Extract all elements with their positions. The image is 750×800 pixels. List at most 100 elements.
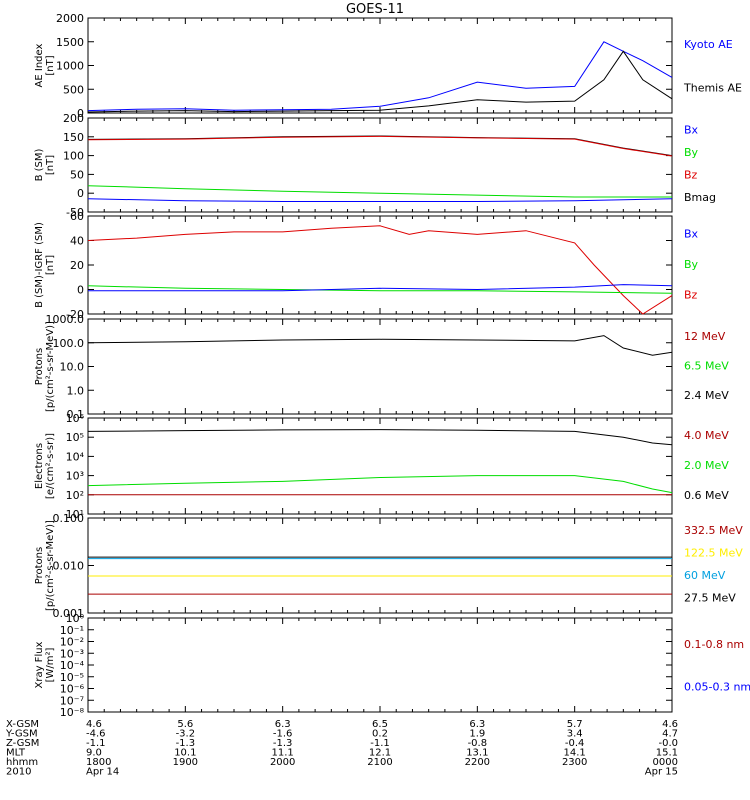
- y-tick-label: 10¹: [66, 508, 84, 521]
- y-axis-label: [p/(cm²-s-sr-MeV)]: [45, 321, 56, 412]
- series-line: [87, 225, 673, 315]
- footer-cell: 15.1: [656, 748, 678, 759]
- y-tick-label: 20: [70, 259, 84, 272]
- y-axis-label: Electrons: [34, 443, 45, 489]
- panel-ae: 0 500 1000 1500 2000 AE Index [nT] Kyoto AE Them…: [34, 12, 742, 120]
- footer-row-label: Z-GSM: [6, 738, 39, 749]
- y-tick-label: -20: [66, 308, 84, 321]
- legend-entry: 2.4 MeV: [684, 389, 729, 402]
- y-tick-label: 150: [63, 131, 84, 144]
- series-line: [87, 198, 673, 202]
- y-tick-label: 10⁵: [66, 431, 84, 444]
- footer-cell: 3.4: [567, 729, 583, 740]
- y-tick-label: 0.100: [53, 512, 85, 525]
- footer-cell: -4.6: [86, 729, 106, 740]
- y-tick-label: 50: [70, 168, 84, 181]
- footer-cell: 1800: [86, 757, 111, 768]
- footer-cell: 6.3: [469, 719, 485, 730]
- y-axis-label: [nT]: [45, 255, 56, 275]
- footer-cell: 2000: [270, 757, 295, 768]
- plot-title: GOES-11: [345, 2, 404, 17]
- y-tick-label: 10³: [66, 470, 84, 483]
- y-tick-label: 2000: [56, 12, 84, 25]
- y-tick-label: 10⁰: [66, 612, 85, 625]
- footer-row-label: Y-GSM: [5, 729, 38, 740]
- footer-cell: 12.1: [369, 748, 391, 759]
- y-tick-label: 10⁶: [66, 412, 85, 425]
- y-tick-label: 0: [77, 284, 84, 297]
- footer-cell: -0.8: [468, 738, 488, 749]
- y-axis-label: [e/(cm²-s-sr)]: [45, 433, 56, 499]
- legend-entry: Themis AE: [683, 81, 742, 94]
- series-line: [87, 335, 673, 356]
- y-tick-label: 1.0: [67, 384, 85, 397]
- y-tick-label: 10⁴: [66, 450, 85, 463]
- footer-cell: 6.3: [275, 719, 291, 730]
- footer-cell: 0000: [653, 757, 678, 768]
- footer-row-label: X-GSM: [6, 719, 39, 730]
- legend-entry: 60 MeV: [684, 569, 726, 582]
- panel-b_sm: -50 0 50 100 150 200 B (SM) [nT] Bx By Bz Bmag: [34, 112, 716, 219]
- footer-cell: -0.0: [658, 738, 678, 749]
- legend-entry: Bx: [684, 124, 699, 137]
- series-line: [87, 429, 673, 446]
- footer-cell: 9.0: [86, 748, 102, 759]
- panel-frame: [87, 517, 673, 614]
- legend-entry: 122.5 MeV: [684, 546, 743, 559]
- legend-entry: 4.0 MeV: [684, 429, 729, 442]
- legend-entry: Bz: [684, 168, 698, 181]
- y-axis-label: B (SM): [34, 148, 45, 181]
- footer-cell: 2200: [465, 757, 490, 768]
- y-tick-label: 0: [77, 107, 84, 120]
- y-tick-label: 10⁻⁵: [60, 671, 84, 684]
- panel-b_minus_igrf: -20 0 20 40 60 B (SM)-IGRF (SM) [nT] Bx By Bz: [34, 210, 699, 321]
- panel-frame: [87, 117, 673, 213]
- footer-cell: -1.3: [273, 738, 293, 749]
- footer-row-label: MLT: [6, 748, 26, 759]
- series-line: [88, 284, 673, 292]
- panel-electrons: 10¹ 10² 10³ 10⁴ 10⁵ 10⁶ Electrons [e/(cm²-s-sr)…: [34, 412, 729, 521]
- series-line: [87, 41, 673, 112]
- y-tick-label: 0.010: [53, 560, 85, 573]
- footer-cell: -3.2: [176, 729, 196, 740]
- y-tick-label: -50: [66, 206, 84, 219]
- legend-entry: 0.6 MeV: [684, 489, 729, 502]
- legend-entry: 2.0 MeV: [684, 459, 729, 472]
- footer-cell: -1.3: [176, 738, 196, 749]
- y-axis-label: [W/m²]: [45, 647, 56, 682]
- footer-cell: Apr 15: [645, 767, 678, 778]
- y-tick-label: 1000: [56, 60, 84, 73]
- y-tick-label: 40: [70, 235, 84, 248]
- y-axis-label: B (SM)-IGRF (SM): [34, 222, 45, 308]
- legend-entry: By: [684, 258, 699, 271]
- y-axis-label: Protons: [34, 547, 45, 584]
- footer-row-label: 2010: [6, 767, 31, 778]
- panel-frame: [87, 215, 673, 315]
- y-axis-label: AE Index: [34, 43, 45, 87]
- y-tick-label: 10⁻⁴: [60, 659, 85, 672]
- y-tick-label: 10⁻⁶: [60, 683, 85, 696]
- footer-cell: 1900: [173, 757, 198, 768]
- panel-frame: [87, 17, 673, 114]
- legend-entry: 0.1-0.8 nm: [684, 638, 744, 651]
- footer-cell: 4.6: [86, 719, 102, 730]
- footer-cell: 4.6: [662, 719, 678, 730]
- footer-cell: 5.6: [177, 719, 193, 730]
- footer-cell: 10.1: [174, 748, 196, 759]
- y-tick-label: 10²: [66, 489, 84, 502]
- y-tick-label: 0.1: [67, 408, 85, 421]
- y-tick-label: 1000.0: [46, 313, 85, 326]
- legend-entry: 27.5 MeV: [684, 592, 736, 605]
- series-line: [87, 135, 673, 157]
- footer-cell: 11.1: [272, 748, 294, 759]
- panel-frame: [87, 318, 673, 415]
- series-line: [87, 185, 672, 198]
- y-tick-label: 100: [63, 150, 84, 163]
- legend-entry: 332.5 MeV: [684, 524, 743, 537]
- footer-cell: Apr 14: [86, 767, 119, 778]
- y-tick-label: 0: [77, 187, 84, 200]
- footer-cell: 14.1: [564, 748, 586, 759]
- y-tick-label: 0.001: [53, 607, 85, 620]
